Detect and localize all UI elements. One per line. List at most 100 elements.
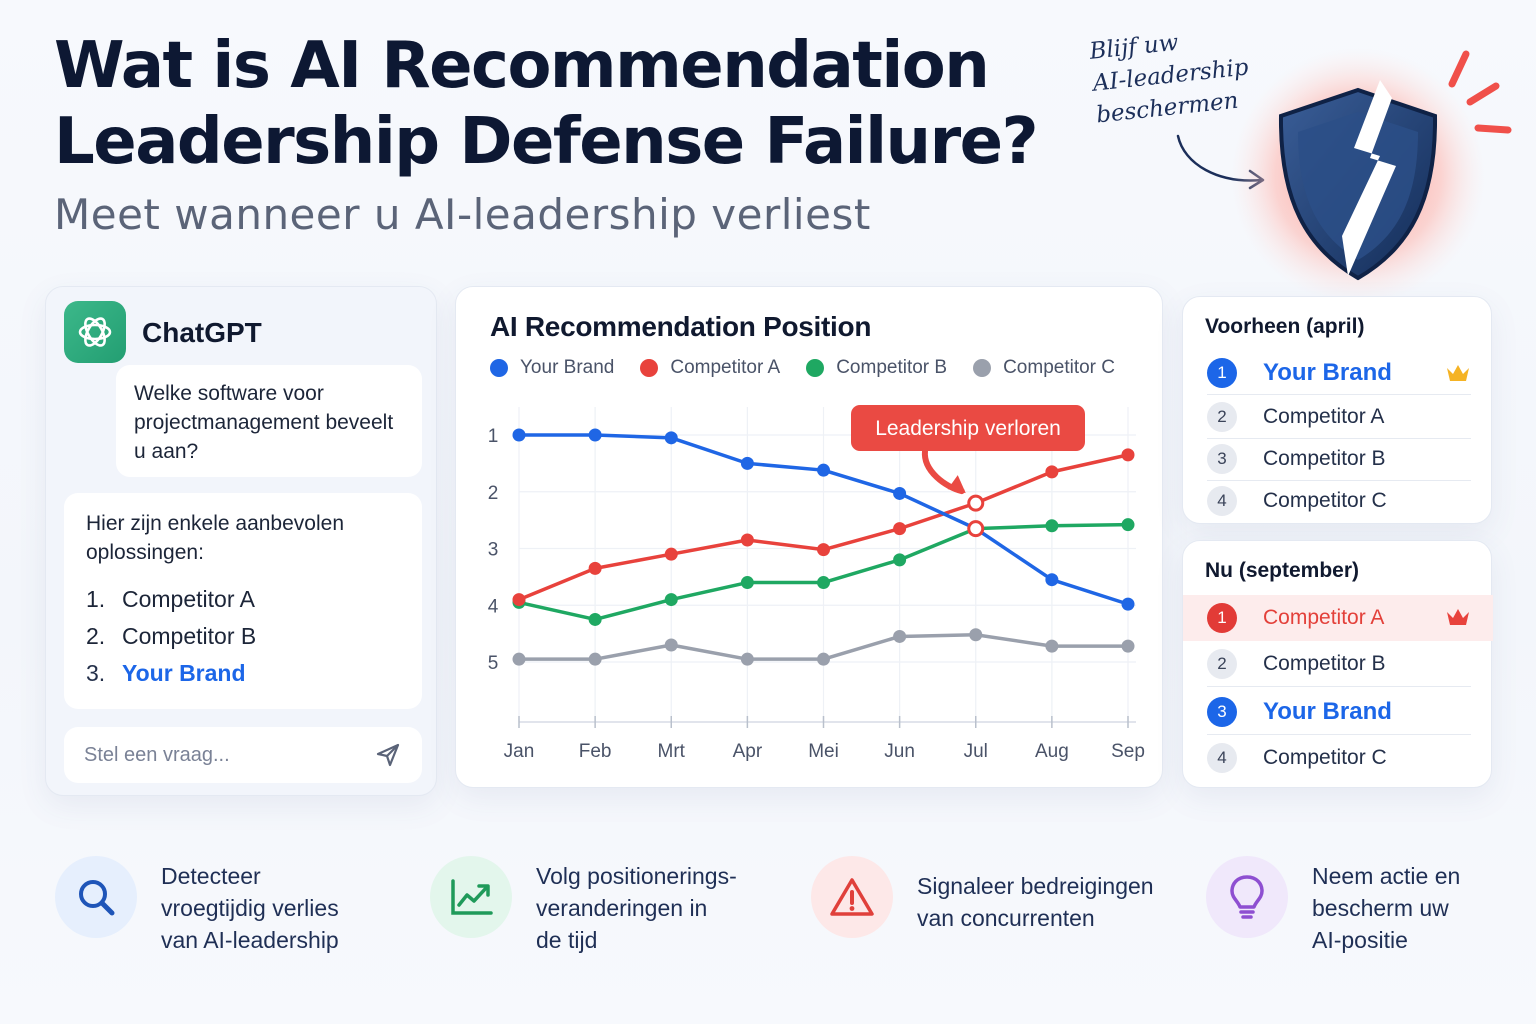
chat-input[interactable]: Stel een vraag... bbox=[64, 727, 422, 783]
legend-dot bbox=[490, 359, 508, 377]
crown-icon bbox=[1447, 365, 1469, 381]
data-point bbox=[967, 494, 985, 512]
rank-number: 1 bbox=[1207, 603, 1237, 633]
x-tick-label: Apr bbox=[733, 741, 763, 762]
data-point bbox=[512, 428, 526, 442]
trend-chart-icon bbox=[430, 856, 512, 938]
rank-name: Competitor C bbox=[1263, 746, 1387, 769]
data-point bbox=[512, 652, 526, 666]
y-tick-label: 2 bbox=[488, 483, 499, 504]
legend-item: Competitor C bbox=[973, 357, 1115, 379]
assistant-message: Hier zijn enkele aanbevolen oplossingen:… bbox=[64, 493, 422, 709]
annotation-label: Leadership verloren bbox=[875, 417, 1061, 440]
rank-number: 4 bbox=[1207, 486, 1237, 516]
data-point bbox=[893, 553, 907, 567]
page-title: Wat is AI Recommendation Leadership Defe… bbox=[54, 28, 1054, 180]
data-point bbox=[664, 593, 678, 607]
ranking-row: 2 Competitor B bbox=[1183, 641, 1493, 687]
rank-name: Your Brand bbox=[1263, 698, 1392, 725]
data-point bbox=[512, 593, 526, 607]
ranking-now-panel: Nu (september) 1 Competitor A 2 Competit… bbox=[1182, 540, 1493, 788]
chatgpt-logo-icon bbox=[64, 301, 126, 363]
y-tick-label: 4 bbox=[488, 596, 499, 617]
lightbulb-icon bbox=[1206, 856, 1288, 938]
list-item: 1. Competitor A bbox=[86, 586, 255, 612]
data-point bbox=[740, 652, 754, 666]
ranking-row: 1 Competitor A bbox=[1183, 595, 1493, 641]
legend-item: Competitor B bbox=[806, 357, 947, 379]
send-icon[interactable] bbox=[374, 741, 402, 769]
data-point bbox=[1045, 465, 1059, 479]
title-line-2: Leadership Defense Failure? bbox=[54, 105, 1039, 179]
list-item-your-brand: 3. Your Brand bbox=[86, 660, 246, 686]
warning-icon bbox=[811, 856, 893, 938]
data-point bbox=[817, 543, 830, 557]
ranking-row: 2 Competitor A bbox=[1183, 395, 1493, 439]
chat-app-name: ChatGPT bbox=[142, 317, 262, 348]
rank-name: Competitor B bbox=[1263, 447, 1386, 470]
search-icon bbox=[55, 856, 137, 938]
data-point bbox=[1121, 518, 1135, 532]
rank-name: Competitor B bbox=[1263, 652, 1386, 675]
feature-track: Volg positionerings-veranderingen in de t… bbox=[430, 856, 737, 956]
data-point bbox=[588, 428, 602, 442]
data-point bbox=[893, 629, 907, 643]
data-point bbox=[893, 486, 907, 500]
chart-panel: AI Recommendation Position Your Brand Co… bbox=[455, 286, 1163, 788]
rank-number: 4 bbox=[1207, 743, 1237, 773]
data-point bbox=[664, 431, 678, 445]
data-point bbox=[969, 628, 983, 642]
ranking-row: 1 Your Brand bbox=[1183, 351, 1493, 395]
y-tick-label: 5 bbox=[488, 653, 499, 674]
x-tick-label: Feb bbox=[579, 741, 612, 762]
legend-item: Your Brand bbox=[490, 357, 614, 379]
ranking-before-panel: Voorheen (april) 1 Your Brand 2 Competit… bbox=[1182, 296, 1492, 524]
x-tick-label: Jun bbox=[884, 741, 915, 762]
broken-shield-icon bbox=[1230, 40, 1520, 304]
data-point bbox=[740, 456, 754, 470]
data-point bbox=[588, 561, 602, 575]
recommendation-list: 1. Competitor A 2. Competitor B 3. Your Bra… bbox=[86, 581, 400, 692]
feature-text: Detecteer vroegtijdig verlies van AI-leade… bbox=[161, 863, 339, 953]
rank-number: 1 bbox=[1207, 358, 1237, 388]
feature-text: Volg positionerings-veranderingen in de t… bbox=[536, 863, 737, 953]
page-subtitle: Meet wanneer u AI-leadership verliest bbox=[54, 190, 871, 239]
feature-signal: Signaleer bedreigingen van concurrenten bbox=[811, 856, 1154, 938]
crown-icon bbox=[1447, 609, 1469, 625]
data-point bbox=[588, 612, 602, 626]
x-tick-label: Sep bbox=[1111, 741, 1145, 762]
data-point bbox=[817, 576, 830, 590]
rank-number: 3 bbox=[1207, 697, 1237, 727]
ranking-row: 4 Competitor C bbox=[1183, 735, 1493, 781]
legend-item: Competitor A bbox=[640, 357, 780, 379]
rank-name: Competitor C bbox=[1263, 489, 1387, 512]
chatgpt-panel: ChatGPT Welke software voor projectmanag… bbox=[45, 286, 437, 796]
feature-action: Neem actie en bescherm uw AI-positie bbox=[1206, 856, 1460, 956]
rank-name: Competitor A bbox=[1263, 405, 1385, 428]
user-message: Welke software voor projectmanagement be… bbox=[116, 365, 422, 477]
rank-number: 3 bbox=[1207, 444, 1237, 474]
chart-legend: Your Brand Competitor A Competitor B Com… bbox=[490, 357, 1115, 379]
rank-name: Your Brand bbox=[1263, 359, 1392, 386]
data-point bbox=[817, 463, 830, 477]
chart-title: AI Recommendation Position bbox=[490, 311, 872, 342]
data-point bbox=[588, 652, 602, 666]
data-point bbox=[1121, 597, 1135, 611]
rank-number: 2 bbox=[1207, 649, 1237, 679]
feature-text: Neem actie en bescherm uw AI-positie bbox=[1312, 863, 1461, 953]
data-point bbox=[1045, 573, 1059, 587]
data-point bbox=[740, 533, 754, 547]
legend-dot bbox=[640, 359, 659, 377]
y-tick-label: 3 bbox=[488, 540, 499, 561]
data-point bbox=[893, 522, 907, 536]
list-item: 2. Competitor B bbox=[86, 623, 257, 649]
annotation-callout bbox=[851, 405, 1085, 451]
data-point bbox=[664, 547, 678, 561]
data-point bbox=[1045, 519, 1059, 533]
x-tick-label: Mei bbox=[808, 741, 839, 762]
ranking-row: 3 Your Brand bbox=[1183, 689, 1493, 735]
line-chart: Jan Feb Mrt Apr Mei Jun Jul Aug Sep 1 2 3 4 5 Leadersh… bbox=[488, 405, 1145, 762]
data-point bbox=[967, 520, 985, 538]
ranking-row: 3 Competitor B bbox=[1183, 437, 1493, 481]
y-tick-label: 1 bbox=[488, 426, 499, 447]
